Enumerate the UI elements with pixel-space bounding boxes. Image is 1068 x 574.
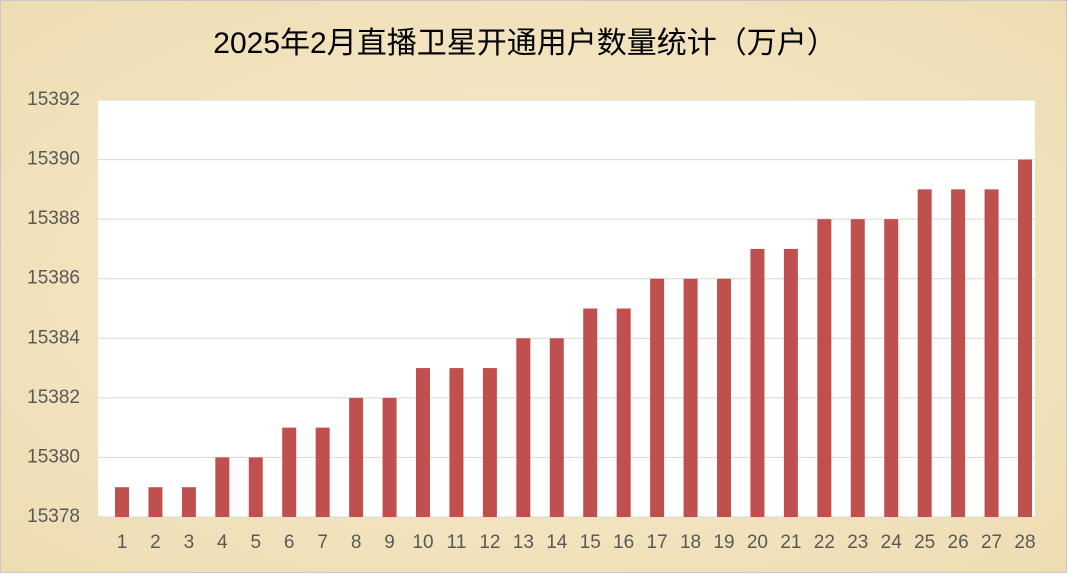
x-tick-label: 13 <box>513 532 534 553</box>
bar <box>349 397 364 517</box>
bar <box>282 427 297 517</box>
bar <box>181 487 196 517</box>
y-tick-label: 15380 <box>27 446 80 467</box>
bar <box>717 278 731 517</box>
bar <box>215 457 230 517</box>
x-tick-label: 4 <box>217 532 228 553</box>
bar <box>750 248 765 517</box>
x-tick-label: 11 <box>447 532 467 553</box>
x-tick-label: 25 <box>914 532 935 553</box>
x-tick-label: 18 <box>680 532 701 553</box>
bar <box>583 308 598 517</box>
bar <box>616 308 631 517</box>
x-tick-label: 6 <box>284 532 295 553</box>
bar <box>248 457 263 517</box>
bar <box>148 487 163 517</box>
bar <box>817 219 832 517</box>
x-tick-label: 12 <box>479 532 500 553</box>
bar <box>516 338 531 517</box>
x-tick-label: 24 <box>881 532 903 553</box>
bar <box>917 189 932 517</box>
x-tick-label: 3 <box>184 532 195 553</box>
y-tick-label: 15378 <box>27 506 80 527</box>
bar <box>683 278 698 517</box>
x-tick-label: 14 <box>546 532 568 553</box>
bar <box>650 278 665 517</box>
x-tick-label: 15 <box>580 532 601 553</box>
bar <box>416 368 430 517</box>
bar <box>315 427 330 517</box>
chart-title: 2025年2月直播卫星开通用户数量统计（万户） <box>213 27 836 60</box>
x-tick-label: 2 <box>150 532 161 553</box>
x-tick-label: 7 <box>317 532 328 553</box>
bar <box>850 219 865 517</box>
x-tick-label: 21 <box>780 532 801 553</box>
x-tick-label: 26 <box>948 532 969 553</box>
x-tick-label: 27 <box>981 532 1002 553</box>
x-tick-label: 28 <box>1014 532 1035 553</box>
x-tick-label: 20 <box>747 532 768 553</box>
x-tick-label: 19 <box>713 532 734 553</box>
y-tick-label: 15386 <box>27 268 80 289</box>
x-tick-label: 5 <box>250 532 261 553</box>
bar <box>482 368 497 517</box>
bar <box>382 397 397 517</box>
y-tick-label: 15388 <box>27 208 80 229</box>
x-tick-label: 10 <box>412 532 433 553</box>
bar <box>449 368 464 517</box>
bar <box>1018 159 1032 518</box>
y-tick-label: 15382 <box>27 387 80 408</box>
plot-area <box>98 100 1035 517</box>
x-tick-label: 1 <box>117 532 128 553</box>
x-tick-label: 8 <box>351 532 362 553</box>
x-tick-label: 23 <box>847 532 868 553</box>
y-tick-label: 15392 <box>27 89 80 110</box>
bar <box>549 338 564 517</box>
y-tick-label: 15384 <box>27 327 80 348</box>
bar <box>951 189 966 517</box>
x-tick-label: 22 <box>814 532 835 553</box>
bars <box>115 159 1032 518</box>
x-tick-label: 17 <box>647 532 668 553</box>
bar <box>884 219 899 517</box>
bar <box>783 248 798 517</box>
x-tick-label: 9 <box>384 532 395 553</box>
y-tick-label: 15390 <box>27 149 80 170</box>
bar <box>984 189 999 517</box>
bar <box>115 487 129 517</box>
x-tick-label: 16 <box>613 532 634 553</box>
